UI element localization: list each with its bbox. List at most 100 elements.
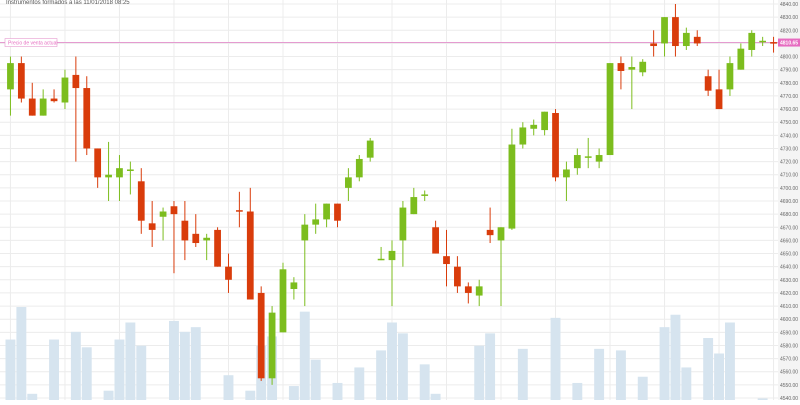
candle-body-up bbox=[410, 197, 418, 215]
y-tick-label: 4560.00 bbox=[780, 370, 798, 376]
candle-body-up bbox=[268, 312, 276, 379]
candles bbox=[7, 4, 777, 385]
candle-body-up bbox=[563, 169, 570, 178]
y-axis-background bbox=[778, 0, 800, 400]
candle-body-up bbox=[7, 63, 14, 90]
candle-body-up bbox=[530, 124, 538, 129]
candle-body-up bbox=[388, 250, 396, 261]
y-tick-label: 4690.00 bbox=[780, 199, 798, 205]
volume-bar bbox=[594, 348, 605, 400]
candle-body-down bbox=[83, 88, 91, 149]
candle-body-up bbox=[159, 211, 167, 217]
candle-body-down bbox=[225, 266, 232, 280]
y-tick-label: 4750.00 bbox=[780, 120, 798, 126]
candle-body-up bbox=[290, 282, 298, 289]
candle-body-down bbox=[28, 98, 36, 116]
candle-body-down bbox=[170, 206, 178, 215]
candle-body-down bbox=[454, 266, 461, 287]
volume-bars bbox=[5, 307, 768, 400]
candle-body-down bbox=[552, 113, 559, 178]
y-tick-label: 4590.00 bbox=[780, 330, 798, 336]
candle-body-up bbox=[573, 155, 581, 169]
candle-body-up bbox=[759, 40, 767, 43]
candle-body-up bbox=[399, 207, 407, 241]
y-tick-label: 4610.00 bbox=[780, 304, 798, 310]
volume-bar bbox=[332, 382, 343, 400]
volume-bar bbox=[81, 347, 92, 400]
candle-body-up bbox=[345, 177, 352, 188]
volume-bar bbox=[299, 311, 310, 400]
candle-body-down bbox=[770, 42, 777, 44]
candle-body-up bbox=[61, 77, 69, 103]
y-tick-label: 4790.00 bbox=[780, 68, 798, 74]
candle-body-down bbox=[72, 74, 80, 89]
candle-body-down bbox=[650, 43, 658, 47]
candle-body-down bbox=[94, 148, 102, 178]
volume-bar bbox=[474, 345, 485, 400]
candle-body-up bbox=[497, 227, 505, 241]
candle-body-up bbox=[519, 127, 527, 145]
candle-body-down bbox=[486, 229, 494, 236]
candle-body-up bbox=[748, 32, 756, 50]
candle-body-up bbox=[126, 169, 134, 171]
y-tick-label: 4570.00 bbox=[780, 357, 798, 363]
candle-body-down bbox=[257, 292, 265, 379]
y-tick-label: 4820.00 bbox=[780, 28, 798, 34]
candle-body-down bbox=[214, 229, 221, 267]
candle-body-down bbox=[236, 210, 243, 212]
candle-body-down bbox=[672, 17, 679, 47]
volume-bar bbox=[572, 382, 583, 400]
candle-body-down bbox=[704, 76, 712, 91]
y-tick-label: 4730.00 bbox=[780, 146, 798, 152]
candle-body-down bbox=[334, 203, 341, 221]
volume-bar bbox=[670, 314, 681, 400]
current-price-line: Precio de venta actual bbox=[0, 38, 778, 47]
volume-bar bbox=[310, 359, 321, 400]
y-tick-label: 4770.00 bbox=[780, 94, 798, 100]
y-tick-label: 4740.00 bbox=[780, 133, 798, 139]
y-tick-label: 4550.00 bbox=[780, 383, 798, 389]
candle-body-up bbox=[682, 32, 690, 47]
volume-bar bbox=[179, 331, 190, 400]
volume-bar bbox=[5, 339, 16, 400]
volume-bar bbox=[430, 393, 441, 400]
volume-bar bbox=[114, 339, 125, 400]
volume-bar bbox=[223, 375, 234, 400]
candle-body-up bbox=[377, 258, 385, 261]
candle-body-up bbox=[116, 168, 123, 178]
volume-bar bbox=[517, 348, 528, 400]
y-tick-label: 4640.00 bbox=[780, 265, 798, 271]
candle-body-down bbox=[148, 223, 156, 230]
volume-bar bbox=[125, 322, 136, 400]
y-tick-label: 4800.00 bbox=[780, 55, 798, 61]
y-tick-label: 4670.00 bbox=[780, 225, 798, 231]
candle-body-up bbox=[323, 203, 330, 220]
y-tick-label: 4720.00 bbox=[780, 160, 798, 166]
volume-bar bbox=[724, 322, 735, 400]
candle-body-down bbox=[715, 89, 723, 110]
candle-body-down bbox=[693, 36, 701, 44]
volume-bar bbox=[376, 350, 387, 400]
candle-body-up bbox=[584, 156, 592, 158]
candle-body-up bbox=[606, 63, 614, 156]
volume-bar bbox=[70, 331, 81, 400]
candle-body-up bbox=[105, 174, 112, 178]
candle-body-down bbox=[137, 181, 145, 221]
y-tick-label: 4600.00 bbox=[780, 317, 798, 323]
volume-bar bbox=[27, 393, 38, 400]
volume-bar bbox=[659, 327, 670, 400]
y-tick-label: 4660.00 bbox=[780, 238, 798, 244]
candle-body-up bbox=[726, 63, 734, 90]
chart-caption: Instrumentos formados a las 11/01/2018 0… bbox=[6, 0, 130, 6]
candle-body-down bbox=[617, 63, 625, 71]
volume-bar bbox=[288, 386, 299, 400]
candle-body-down bbox=[17, 63, 25, 99]
candle-body-up bbox=[39, 98, 47, 116]
volume-bar bbox=[550, 317, 561, 400]
volume-bar bbox=[615, 350, 626, 400]
volume-bar bbox=[190, 327, 201, 400]
volume-bar bbox=[387, 322, 397, 400]
candle-body-down bbox=[432, 227, 439, 254]
volume-bar bbox=[714, 353, 724, 400]
